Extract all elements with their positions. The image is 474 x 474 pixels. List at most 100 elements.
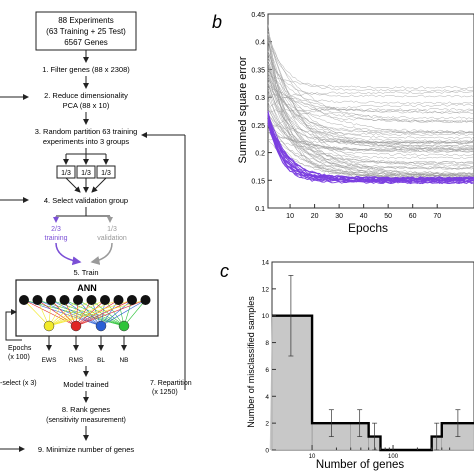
output-label-nb: NB [119,357,128,364]
chart-b-training-curve [267,119,474,180]
training-label: training [45,235,68,242]
chart-b-validation-curve [267,69,474,120]
chart-b-ytick-label: 0.3 [255,95,265,102]
ann-input-node [32,295,43,305]
chart-c-ytick-label: 6 [265,367,269,374]
third-label-1: 1/3 [61,170,71,177]
chart-b-ytick-label: 0.15 [251,178,265,185]
step8-line2: (sensitivity measurement) [46,417,126,424]
chart-b-validation-curve [267,131,474,154]
chart-c-plot-area: 0 2 4 6 8 10 12 14 10 100 [262,260,474,460]
repartition-line1: 7. Repartition [150,380,192,387]
step8-line1: 8. Rank genes [62,405,111,414]
step2-line1: 2. Reduce dimensionality [44,91,128,100]
step5-label: 5. Train [73,268,98,277]
chart-b-ytick-label: 0.25 [251,123,265,130]
chart-b-xtick-label: 30 [335,213,343,220]
step2-line2: PCA (88 x 10) [63,101,110,110]
repartition-line2: (x 1250) [152,389,178,396]
panel-b-label: b [212,12,222,32]
chart-b-xtick-label: 60 [409,213,417,220]
experiments-line1: 88 Experiments [58,16,114,25]
chart-b-ytick-label: 0.1 [255,206,265,213]
step1-label: 1. Filter genes (88 x 2308) [42,65,130,74]
ann-output-node-bl [95,320,107,332]
ann-label: ANN [77,283,97,293]
experiments-line2: (63 Training + 25 Test) [46,27,126,36]
chart-b-validation-curve [267,79,474,124]
chart-b-ylabel: Summed square error [237,56,249,163]
model-trained-label: Model trained [63,380,108,389]
chart-c-ytick-label: 2 [265,421,269,428]
chart-c-hist-fill [269,315,474,450]
chart-b-validation-curve [267,63,474,147]
output-label-rms: RMS [69,357,84,364]
chart-b-validation-curve [267,139,474,176]
experiments-box [35,11,137,51]
chart-c-xtick-label: 100 [388,454,399,460]
step4-label: 4. Select validation group [44,196,128,205]
ann-connection [48,299,79,327]
chart-b-validation-curve [267,113,474,166]
chart-b-validation-curve [267,132,474,144]
ann-input-node [140,295,151,305]
chart-b-validation-curve [267,84,474,113]
chart-b-validation-curve [267,89,474,151]
ann-input-node [59,295,70,305]
chart-b-validation-curve [267,65,474,142]
reselect-label: -select (x 3) [0,380,37,387]
ann-connection [50,299,102,327]
ann-output-node-ews [43,320,55,332]
chart-c-ytick-label: 0 [265,448,269,455]
chart-c-ylabel: Number of misclassified samples [246,296,256,428]
ann-input-node [73,295,83,305]
chart-c-ytick-label: 8 [265,340,269,347]
chart-b-xtick-label: 10 [286,213,294,220]
ann-connection [75,299,133,327]
ann-input-node [113,295,124,305]
ann-connection [23,299,50,327]
chart-b-validation-curve [267,24,474,178]
ann-connection [48,299,92,327]
chart-c-ytick-label: 10 [262,313,270,320]
step3-line1: 3. Random partition 63 training [35,127,138,136]
chart-b-validation-curve [267,37,474,139]
ann-input-node [127,295,137,305]
chart-b-validation-curve [267,53,474,145]
ann-connection [23,299,125,327]
step9-label: 9. Minimize number of genes [38,445,135,454]
ann-connection [48,299,146,327]
chart-b-validation-curve [267,51,474,98]
chart-b-validation-curve [267,91,474,110]
chart-b-validation-curve [267,30,474,177]
ann-connection [104,299,125,327]
training-frac: 2/3 [51,226,61,233]
chart-b-validation-curve [267,82,474,169]
ann-connection [48,299,106,327]
ann-connection [64,299,102,327]
ann-output-node-nb [118,320,130,332]
chart-b-ytick-label: 0.4 [255,40,265,47]
panel-c-label: c [220,261,229,281]
chart-b-xtick-label: 20 [311,213,319,220]
epochs-line1: Epochs [8,345,32,352]
ann-connection [37,299,102,327]
chart-b-validation-curve [267,33,474,167]
chart-b-validation-curve [267,75,474,144]
chart-b-validation-curve [267,76,474,134]
output-label-bl: BL [97,357,105,364]
chart-b-ytick-label: 0.45 [251,12,265,19]
ann-connection [77,299,125,327]
epochs-line2: (x 100) [8,354,30,361]
chart-b-validation-curve [267,78,474,175]
ann-input-node [19,295,29,305]
chart-b-validation-curve [267,74,474,89]
chart-b-validation-curve [267,108,474,113]
chart-b-validation-curve [267,61,474,150]
chart-b-ytick-label: 0.2 [255,151,265,158]
chart-b-plot-area: 0.1 0.15 0.2 0.25 0.3 0.35 0.4 0.45 10 20 30 40 50 60… [251,12,474,220]
chart-b-validation-curve [267,114,474,164]
chart-b-validation-curve [267,74,474,149]
